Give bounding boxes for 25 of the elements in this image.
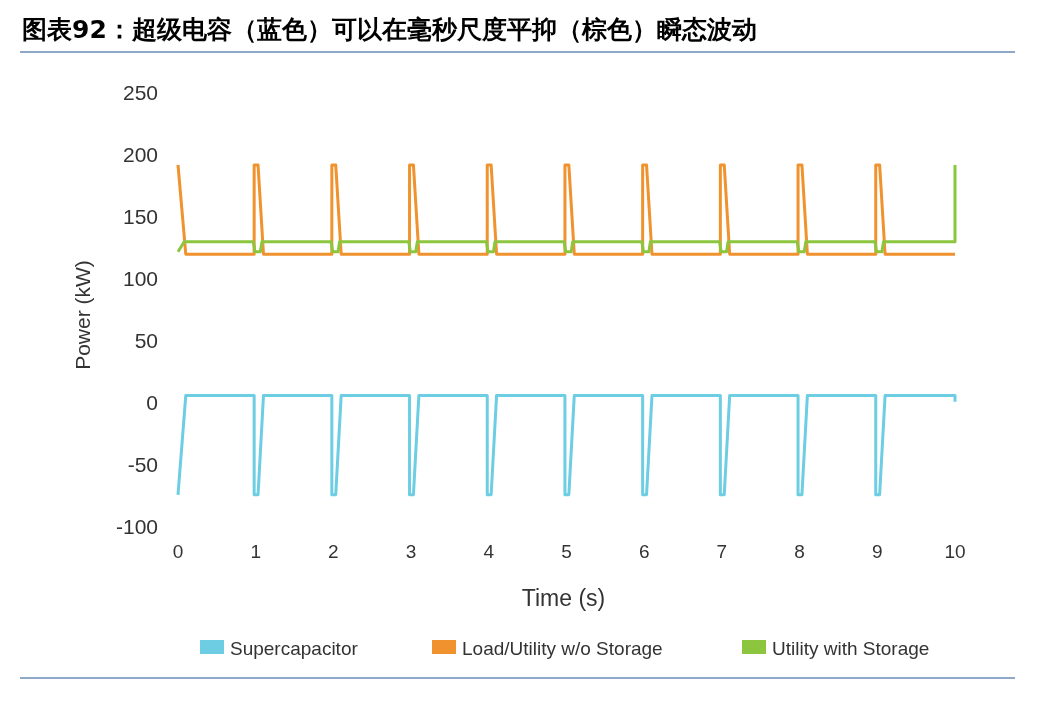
x-tick-label: 5 [561, 541, 572, 562]
legend-label: Supercapacitor [230, 637, 359, 659]
y-tick-label: 250 [122, 81, 158, 105]
x-tick-label: 10 [944, 541, 966, 562]
x-tick-label: 1 [250, 541, 261, 562]
legend-label: Load/Utility w/o Storage [462, 637, 663, 659]
legend-label: Utility with Storage [772, 637, 930, 659]
chart-title: 图表92：超级电容（蓝色）可以在毫秒尺度平抑（棕色）瞬态波动 [22, 15, 757, 44]
x-tick-label: 8 [794, 541, 805, 562]
y-tick-label: -50 [127, 453, 158, 477]
x-tick-label: 7 [716, 541, 728, 562]
y-tick-label: 0 [146, 391, 158, 415]
x-tick-label: 2 [328, 541, 339, 562]
x-tick-label: 4 [483, 541, 495, 562]
x-tick-label: 0 [172, 541, 184, 562]
x-tick-label: 3 [405, 541, 417, 562]
y-tick-label: -100 [115, 515, 158, 539]
x-tick-label: 9 [872, 541, 883, 562]
y-tick-label: 200 [122, 143, 158, 167]
y-tick-label: 50 [134, 329, 158, 353]
y-axis-title: Power (kW) [71, 260, 94, 370]
y-tick-label: 100 [122, 267, 158, 291]
x-axis-title: Time (s) [521, 585, 606, 611]
y-tick-label: 150 [122, 205, 158, 229]
x-tick-label: 6 [638, 541, 650, 562]
